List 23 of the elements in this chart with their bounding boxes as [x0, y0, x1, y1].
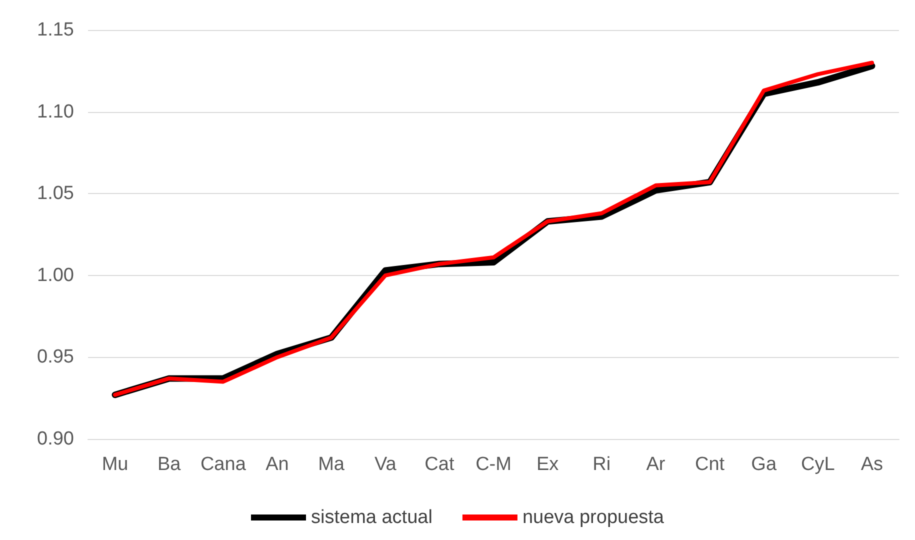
y-tick-label: 1.10	[37, 101, 74, 122]
x-tick-label: Cat	[424, 454, 455, 475]
x-tick-label: Ga	[751, 454, 777, 475]
y-tick-label: 1.00	[37, 264, 74, 286]
y-tick-label: 0.95	[37, 346, 74, 368]
x-tick-label: Ba	[157, 454, 182, 475]
x-tick-label: Ma	[318, 454, 345, 475]
x-tick-label: Cana	[200, 454, 246, 475]
y-tick-label: 1.15	[37, 20, 74, 40]
x-tick-label: Cnt	[694, 454, 726, 475]
x-tick-label: Ex	[536, 454, 560, 475]
legend-label: nueva propuesta	[522, 507, 664, 528]
legend-label: sistema actual	[311, 507, 432, 528]
x-tick-label: C-M	[476, 454, 512, 475]
x-tick-label: CyL	[801, 454, 835, 475]
x-tick-label: Va	[374, 454, 397, 475]
y-tick-label: 0.90	[37, 428, 74, 450]
x-tick-label: An	[266, 454, 289, 475]
y-tick-label: 1.05	[37, 183, 74, 204]
x-tick-label: As	[860, 454, 884, 475]
x-tick-label: Ri	[592, 454, 611, 475]
x-tick-label: Mu	[102, 454, 128, 475]
x-tick-label: Ar	[646, 454, 666, 475]
